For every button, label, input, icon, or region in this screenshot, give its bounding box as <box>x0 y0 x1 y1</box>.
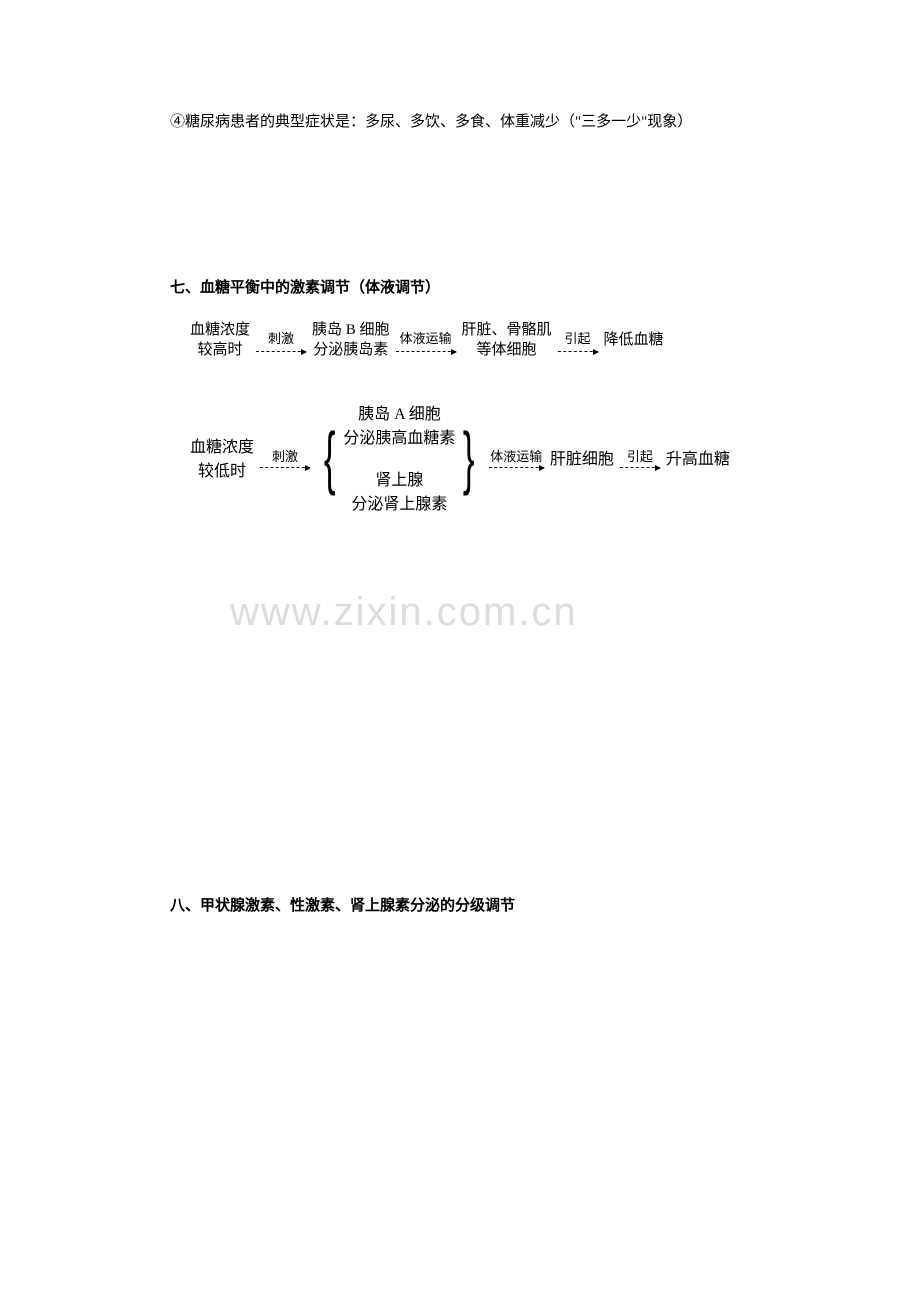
section-8-heading: 八、甲状腺激素、性激素、肾上腺素分泌的分级调节 <box>170 894 820 918</box>
flow2-item2-l2: 分泌肾上腺素 <box>351 490 447 514</box>
flow2-item2-l1: 肾上腺 <box>375 466 423 490</box>
flow2-arrow1-label: 刺激 <box>272 446 298 465</box>
flow1-result: 降低血糖 <box>604 330 664 350</box>
left-brace-icon: { <box>324 422 336 492</box>
flow1-start: 血糖浓度 较高时 <box>190 320 250 360</box>
flow2-target-text: 肝脏细胞 <box>550 445 614 469</box>
flow1-arrow2: 体液运输 <box>396 329 456 352</box>
flow1-arrow1: 刺激 <box>256 329 306 352</box>
flow2-start-l1: 血糖浓度 <box>190 433 254 457</box>
flow1-mid-l2: 分泌胰岛素 <box>313 340 388 360</box>
flow1-target: 肝脏、骨骼肌 等体细胞 <box>462 320 552 360</box>
flow2-item2: 肾上腺 分泌肾上腺素 <box>351 466 447 514</box>
flow2-target: 肝脏细胞 <box>550 445 614 469</box>
flow-high-glucose: 血糖浓度 较高时 刺激 胰岛 B 细胞 分泌胰岛素 体液运输 肝脏、骨骼肌 等体… <box>190 320 820 360</box>
flow1-result-text: 降低血糖 <box>604 330 664 350</box>
flow1-target-l1: 肝脏、骨骼肌 <box>462 320 552 340</box>
flow1-mid: 胰岛 B 细胞 分泌胰岛素 <box>312 320 390 360</box>
flow1-arrow1-label: 刺激 <box>268 329 294 349</box>
flow2-start: 血糖浓度 较低时 <box>190 433 254 481</box>
brace-group: { 胰岛 A 细胞 分泌胰高血糖素 肾上腺 分泌肾上腺素 } <box>316 400 483 514</box>
flow2-item1: 胰岛 A 细胞 分泌胰高血糖素 <box>343 400 455 448</box>
watermark-text: www.zixin.com.cn <box>230 590 578 635</box>
right-brace-icon: } <box>463 422 475 492</box>
flow1-start-l2: 较高时 <box>198 340 243 360</box>
flow1-mid-l1: 胰岛 B 细胞 <box>312 320 390 340</box>
inner-items: 胰岛 A 细胞 分泌胰高血糖素 肾上腺 分泌肾上腺素 <box>343 400 455 514</box>
symptom-text: ④糖尿病患者的典型症状是：多尿、多饮、多食、体重减少（"三多一少"现象） <box>170 110 820 134</box>
flow1-arrow3-label: 引起 <box>565 329 591 349</box>
diagram-container: 血糖浓度 较高时 刺激 胰岛 B 细胞 分泌胰岛素 体液运输 肝脏、骨骼肌 等体… <box>190 320 820 514</box>
flow2-item1-l1: 胰岛 A 细胞 <box>358 400 441 424</box>
flow2-arrow2: 体液运输 <box>489 446 544 468</box>
flow1-target-l2: 等体细胞 <box>477 340 537 360</box>
flow2-start-l2: 较低时 <box>198 457 246 481</box>
flow1-arrow3: 引起 <box>558 329 598 352</box>
section-7-heading: 七、血糖平衡中的激素调节（体液调节） <box>170 276 820 300</box>
flow2-result-text: 升高血糖 <box>666 445 730 469</box>
flow-low-glucose: 血糖浓度 较低时 刺激 { 胰岛 A 细胞 分泌胰高血糖素 肾上腺 分泌肾上腺素 <box>190 400 820 514</box>
flow2-arrow3-label: 引起 <box>627 446 653 465</box>
flow2-result: 升高血糖 <box>666 445 730 469</box>
flow2-arrow2-label: 体液运输 <box>490 446 542 465</box>
flow2-item1-l2: 分泌胰高血糖素 <box>343 424 455 448</box>
flow2-arrow3: 引起 <box>620 446 660 468</box>
flow1-arrow2-label: 体液运输 <box>400 329 452 349</box>
flow2-arrow1: 刺激 <box>260 446 310 468</box>
flow1-start-l1: 血糖浓度 <box>190 320 250 340</box>
